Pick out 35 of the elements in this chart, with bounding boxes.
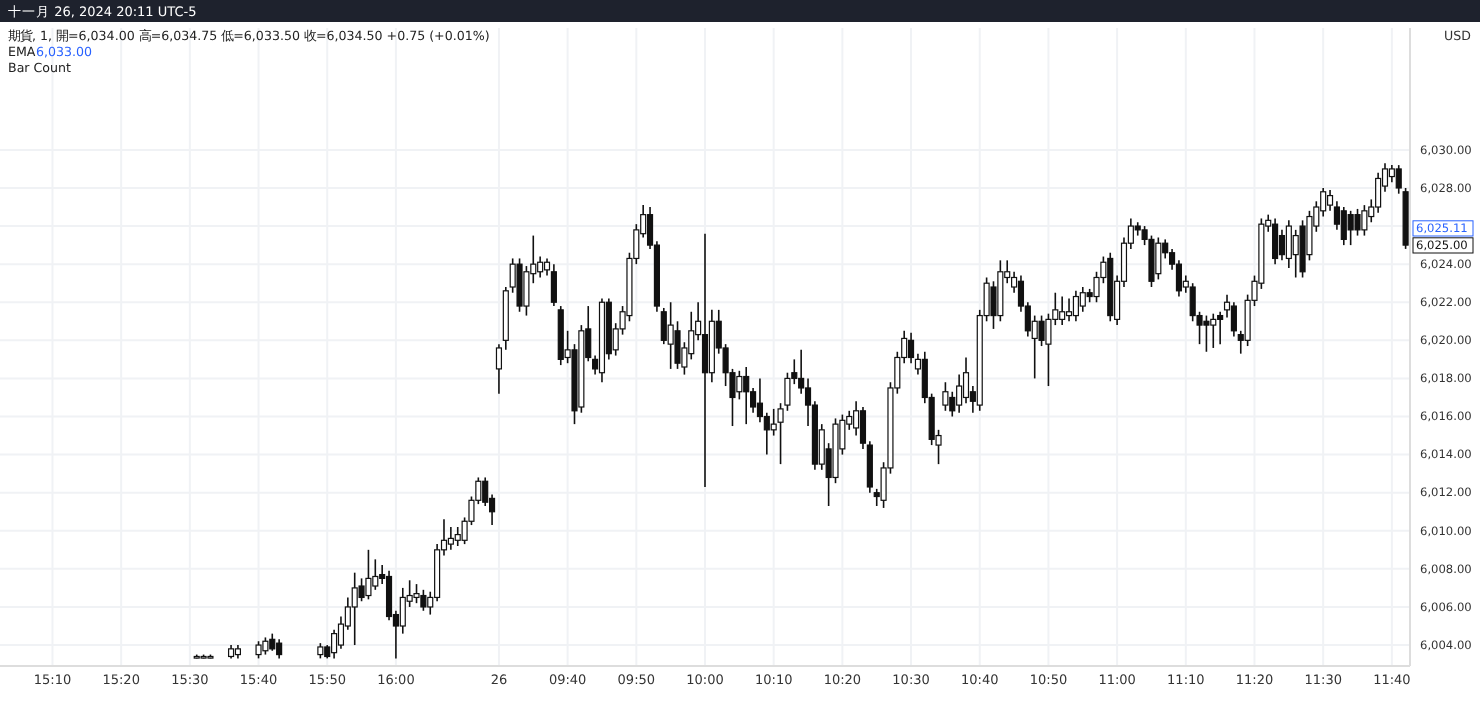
candlestick [736,370,743,401]
candlestick [1079,286,1086,313]
candlestick [447,526,454,551]
candlestick [276,638,283,660]
candlestick [853,400,860,437]
candlestick [1292,229,1299,279]
candlestick [667,301,674,370]
candlestick [1155,236,1162,281]
candlestick [1285,219,1292,269]
candlestick [1375,171,1382,214]
candlestick [1340,206,1347,246]
candlestick [365,549,372,601]
candlestick [1072,290,1079,323]
candlestick [351,571,358,646]
candlestick [1354,208,1361,237]
candlestick [550,263,557,307]
candlestick [454,526,461,547]
candlestick [743,366,750,425]
candlestick [997,259,1004,323]
candlestick [1299,219,1306,279]
candlestick [1230,301,1237,338]
candlestick [516,257,523,313]
candlestick [1148,234,1155,288]
candlestick [372,558,379,591]
candlestick [942,381,949,412]
candlestick [1272,217,1279,265]
candlestick [420,589,427,612]
candlestick [1347,210,1354,246]
candlestick [1210,312,1217,349]
candlestick [1059,295,1066,326]
candlestick [1065,297,1073,323]
candlestick [1203,314,1210,353]
candlestick [413,583,420,604]
candlestick [1278,229,1286,262]
candlestick [1361,204,1368,237]
